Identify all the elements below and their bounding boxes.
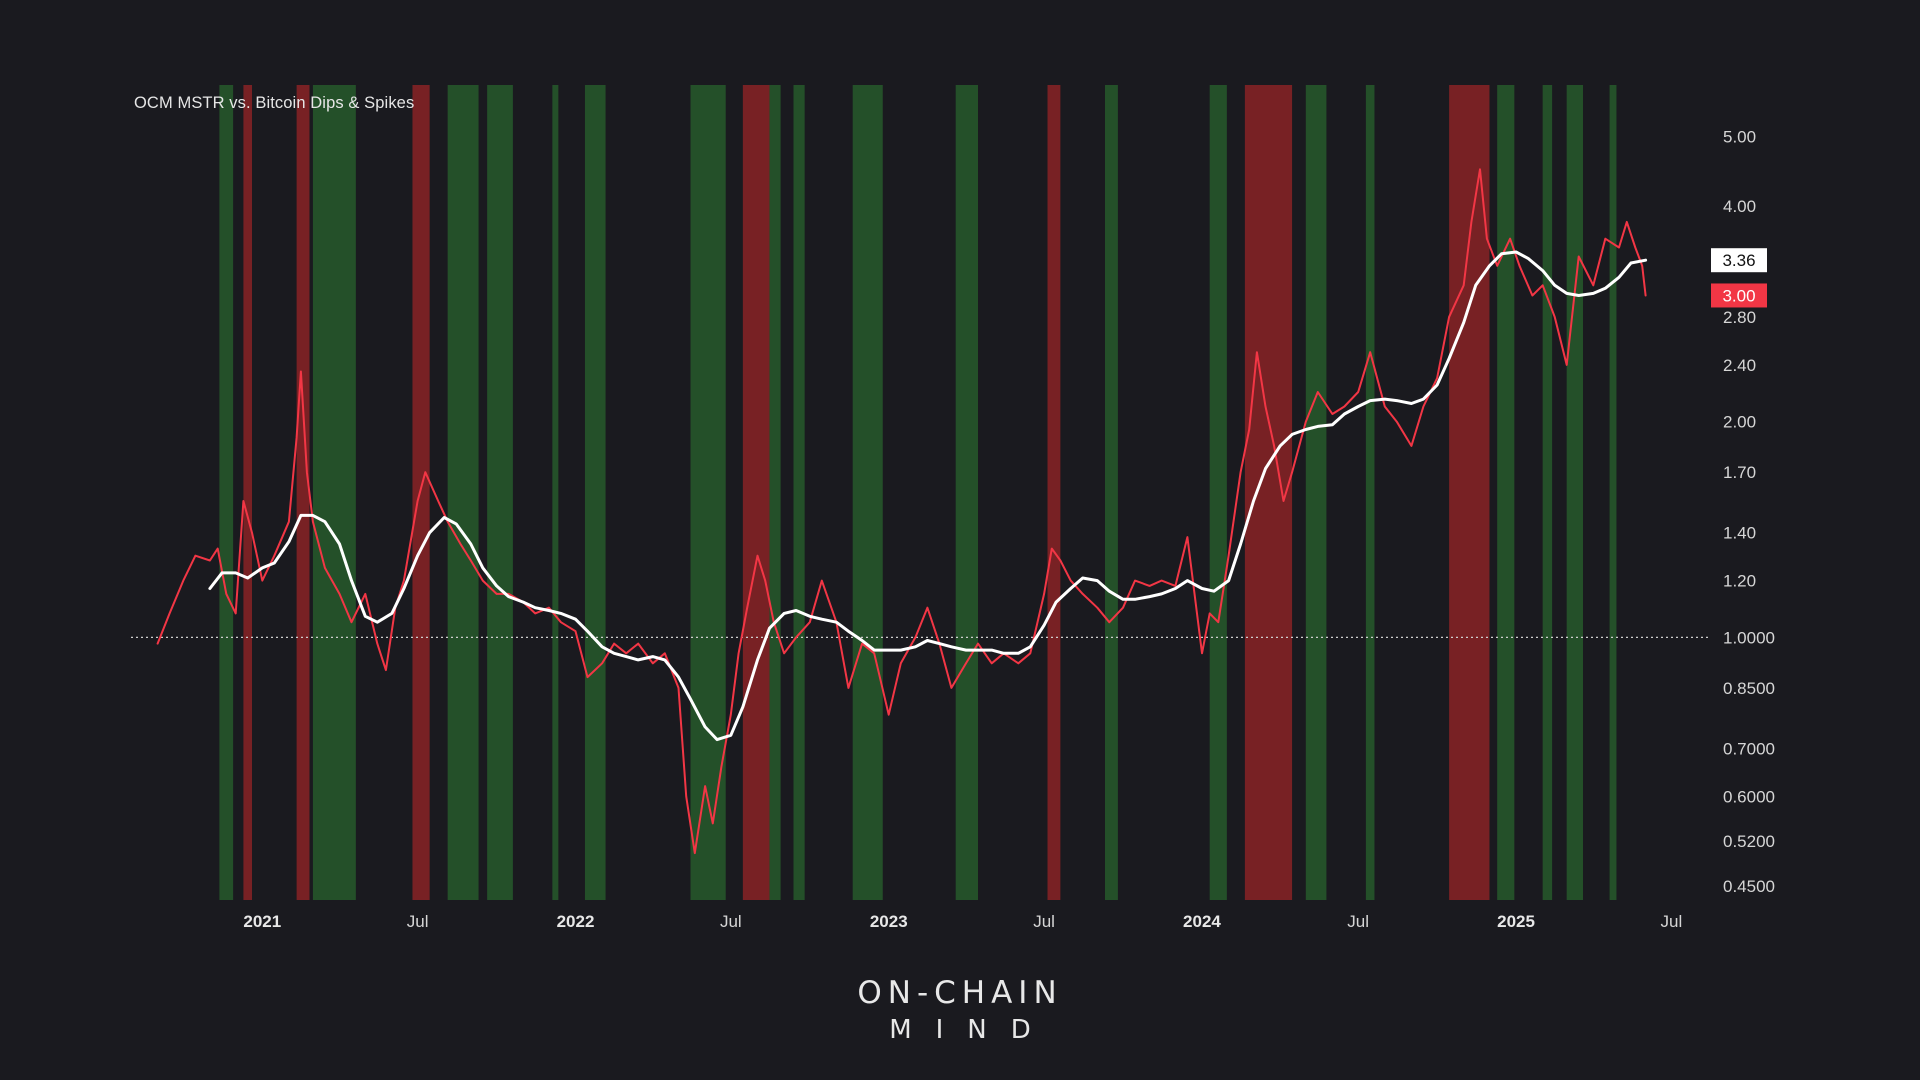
x-tick-label: Jul [720, 912, 742, 931]
x-tick-label: Jul [407, 912, 429, 931]
y-axis: 5.00 4.00 2.80 2.40 2.00 1.70 1.40 1.20 1.0000 0.… [1723, 128, 1775, 896]
x-tick-label: 2024 [1183, 912, 1221, 931]
green-band-18 [1609, 85, 1617, 900]
y-tick-label: 1.70 [1723, 463, 1756, 482]
y-tick-label: 0.5200 [1723, 832, 1775, 851]
green-band-3 [487, 85, 513, 900]
ratio-line [156, 168, 1647, 855]
x-tick-label: Jul [1661, 912, 1683, 931]
last-value-tag: 3.36 [1711, 248, 1767, 273]
last-value-tag: 3.00 [1711, 283, 1767, 308]
green-band-14 [1365, 85, 1375, 900]
red-band-1 [296, 85, 310, 900]
green-band-4 [552, 85, 559, 900]
y-tick-label: 1.20 [1723, 572, 1756, 591]
green-band-10 [955, 85, 978, 900]
y-tick-label: 4.00 [1723, 197, 1756, 216]
last-value-tag-bg [1711, 283, 1767, 308]
last-value-tag-text: 3.36 [1722, 251, 1755, 270]
y-tick-label: 0.7000 [1723, 739, 1775, 758]
y-tick-label: 1.40 [1723, 524, 1756, 543]
brand-logo-line1: ON-CHAIN [857, 975, 1063, 1011]
y-tick-label: 0.4500 [1723, 877, 1775, 896]
series-layer [156, 168, 1648, 855]
red-band-3 [742, 85, 770, 900]
green-band-0 [219, 85, 234, 900]
moving-average-line [208, 250, 1648, 742]
green-band-7 [769, 85, 781, 900]
green-band-8 [793, 85, 805, 900]
green-band-11 [1105, 85, 1118, 900]
y-tick-label: 5.00 [1723, 128, 1756, 147]
x-tick-label: 2025 [1497, 912, 1535, 931]
green-band-17 [1566, 85, 1583, 900]
green-band-1 [312, 85, 356, 900]
x-tick-label: 2023 [870, 912, 908, 931]
x-tick-label: Jul [1033, 912, 1055, 931]
red-band-4 [1047, 85, 1061, 900]
green-band-2 [447, 85, 479, 900]
green-band-15 [1497, 85, 1515, 900]
brand-logo-line2: MIND [889, 1015, 1055, 1045]
last-value-tag-bg [1711, 248, 1767, 273]
x-tick-label: 2021 [243, 912, 281, 931]
red-band-6 [1449, 85, 1490, 900]
red-band-5 [1244, 85, 1293, 900]
green-band-16 [1542, 85, 1553, 900]
last-value-tag-text: 3.00 [1722, 286, 1755, 305]
red-band-2 [412, 85, 430, 900]
red-band-0 [243, 85, 252, 900]
x-axis: 2021 Jul 2022 Jul 2023 Jul 2024 Jul 2025 Jul [243, 912, 1682, 931]
price-tags: 3.36 3.00 [1711, 248, 1767, 308]
x-tick-label: 2022 [557, 912, 595, 931]
chart-title: OCM MSTR vs. Bitcoin Dips & Spikes [134, 94, 415, 112]
bands-layer [219, 85, 1617, 900]
y-tick-label: 2.40 [1723, 356, 1756, 375]
y-tick-label: 0.6000 [1723, 787, 1775, 806]
y-tick-label: 2.80 [1723, 308, 1756, 327]
y-tick-label: 1.0000 [1723, 628, 1775, 647]
green-band-9 [852, 85, 883, 900]
green-band-5 [584, 85, 606, 900]
y-tick-label: 2.00 [1723, 413, 1756, 432]
y-tick-label: 0.8500 [1723, 679, 1775, 698]
green-band-12 [1209, 85, 1227, 900]
x-tick-label: Jul [1347, 912, 1369, 931]
green-band-13 [1305, 85, 1327, 900]
green-band-6 [690, 85, 726, 900]
